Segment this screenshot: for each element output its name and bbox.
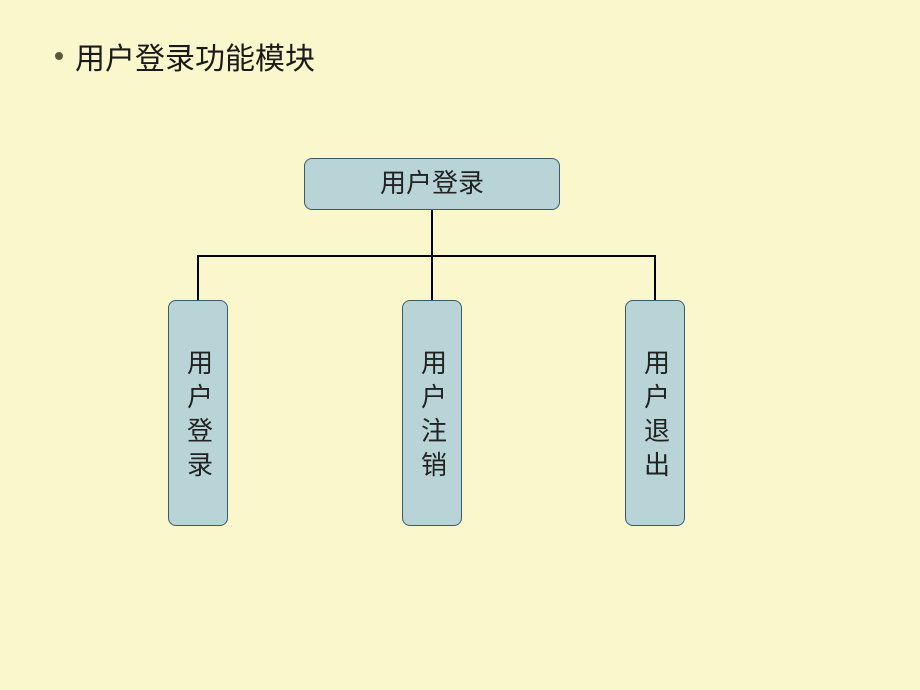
title-row: 用户登录功能模块	[55, 34, 315, 78]
bullet-icon	[55, 52, 63, 60]
child-node-2-label: 用户退出	[637, 349, 674, 485]
connector-drop-1	[431, 256, 433, 300]
child-node-2: 用户退出	[625, 300, 685, 526]
child-node-1-label: 用户注销	[414, 349, 451, 485]
connector-drop-2	[654, 256, 656, 300]
slide: 用户登录功能模块 用户登录 用户登录 用户注销 用户退出	[0, 0, 920, 690]
root-node: 用户登录	[304, 158, 560, 210]
connector-drop-0	[197, 256, 199, 300]
connector-horizontal	[197, 255, 656, 257]
child-node-0-label: 用户登录	[180, 349, 217, 485]
child-node-0: 用户登录	[168, 300, 228, 526]
root-node-label: 用户登录	[380, 168, 484, 199]
child-node-1: 用户注销	[402, 300, 462, 526]
connector-trunk	[431, 210, 433, 256]
slide-title: 用户登录功能模块	[75, 34, 315, 78]
